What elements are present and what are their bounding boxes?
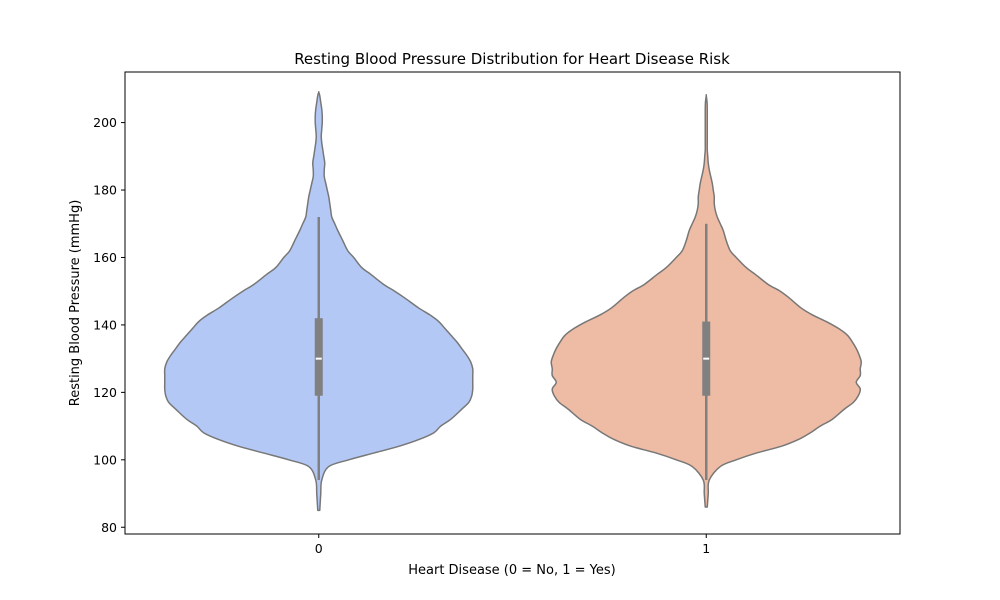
- y-tick-label: 180: [93, 183, 117, 198]
- y-tick-label: 100: [93, 452, 117, 467]
- x-tick-label-1: 1: [702, 541, 710, 556]
- y-tick-label: 140: [93, 317, 117, 332]
- x-axis-label: Heart Disease (0 = No, 1 = Yes): [408, 563, 616, 578]
- x-tick-label-0: 0: [315, 541, 323, 556]
- y-tick-label: 200: [93, 115, 117, 130]
- iqr-box-0: [314, 318, 323, 396]
- y-tick-label: 160: [93, 250, 117, 265]
- y-tick-label: 120: [93, 385, 117, 400]
- chart-title: Resting Blood Pressure Distribution for …: [294, 50, 730, 68]
- plot-area: [163, 91, 863, 512]
- y-tick-label: 80: [101, 520, 117, 535]
- y-axis: 80 100 120 140 160 180 200: [93, 115, 125, 535]
- y-axis-label: Resting Blood Pressure (mmHg): [68, 200, 83, 407]
- plot-frame: [124, 71, 901, 535]
